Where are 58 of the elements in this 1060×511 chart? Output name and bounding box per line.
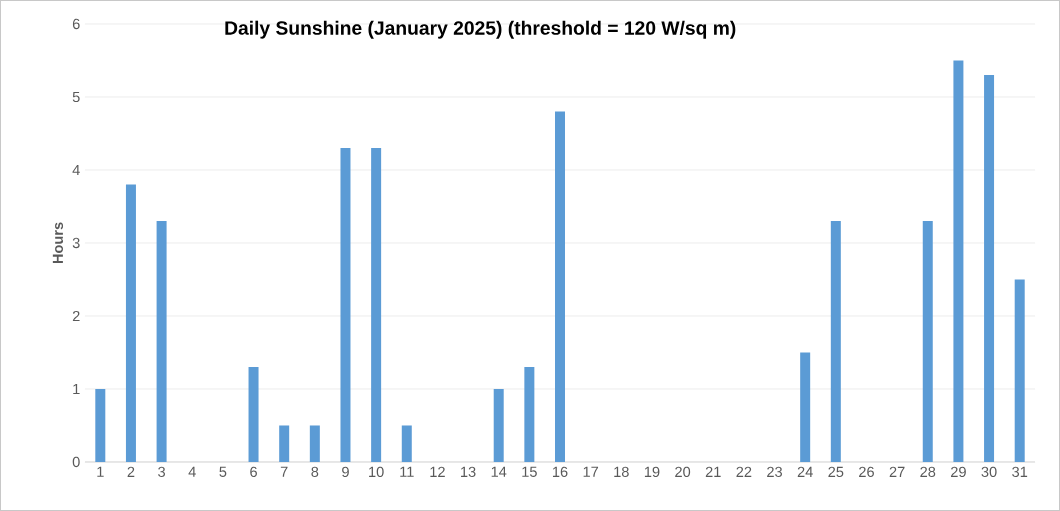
x-tick-label: 29 bbox=[951, 466, 966, 478]
x-tick-label: 11 bbox=[400, 466, 414, 477]
chart-title: Daily Sunshine (January 2025) (threshold = 120 W/sq m) bbox=[225, 20, 736, 39]
bar bbox=[125, 184, 136, 462]
x-tick-label: 7 bbox=[280, 466, 288, 477]
x-tick-label: 2 bbox=[127, 466, 135, 477]
bar bbox=[156, 221, 167, 462]
x-tick-label: 28 bbox=[920, 466, 936, 478]
y-tick-label: 2 bbox=[72, 310, 80, 322]
x-tick-label: 23 bbox=[767, 466, 783, 478]
x-tick-label: 8 bbox=[311, 466, 319, 478]
y-tick-label: 0 bbox=[72, 456, 80, 468]
bar bbox=[922, 221, 933, 462]
x-tick-label: 5 bbox=[219, 466, 227, 477]
bar bbox=[309, 425, 320, 462]
bar bbox=[95, 389, 106, 462]
bar bbox=[800, 352, 811, 462]
x-tick-label: 9 bbox=[342, 466, 349, 478]
x-tick-label: 30 bbox=[981, 466, 997, 478]
y-tick-label: 1 bbox=[73, 383, 80, 395]
x-tick-label: 15 bbox=[522, 466, 537, 477]
bar bbox=[984, 75, 995, 462]
bar bbox=[493, 389, 504, 462]
bar bbox=[524, 367, 535, 462]
y-tick-label: 3 bbox=[72, 237, 80, 249]
bar bbox=[371, 148, 382, 462]
x-tick-label: 18 bbox=[614, 466, 629, 478]
x-tick-label: 22 bbox=[736, 466, 752, 477]
bar bbox=[953, 60, 964, 462]
x-tick-label: 13 bbox=[461, 466, 476, 478]
y-tick-label: 6 bbox=[72, 18, 80, 30]
y-tick-label: 4 bbox=[72, 164, 80, 176]
x-tick-label: 12 bbox=[430, 466, 445, 477]
x-tick-label: 3 bbox=[158, 466, 166, 478]
x-tick-label: 10 bbox=[369, 466, 384, 478]
bar bbox=[279, 425, 290, 462]
x-tick-label: 24 bbox=[797, 466, 813, 477]
x-tick-label: 19 bbox=[644, 466, 660, 478]
x-tick-label: 1 bbox=[97, 466, 104, 477]
x-tick-label: 20 bbox=[675, 466, 691, 478]
bar bbox=[401, 425, 412, 462]
x-tick-label: 26 bbox=[859, 466, 874, 478]
x-tick-label: 16 bbox=[552, 466, 568, 478]
bar bbox=[1014, 279, 1025, 462]
x-tick-label: 21 bbox=[705, 466, 721, 477]
x-tick-label: 4 bbox=[188, 466, 196, 477]
x-tick-label: 17 bbox=[583, 466, 599, 477]
x-tick-label: 31 bbox=[1012, 466, 1028, 478]
x-tick-label: 6 bbox=[250, 466, 257, 478]
x-tick-label: 14 bbox=[491, 466, 507, 477]
x-tick-label: 25 bbox=[828, 466, 844, 478]
x-tick-label: 27 bbox=[889, 466, 905, 477]
bar bbox=[830, 221, 841, 462]
bar bbox=[555, 111, 565, 462]
bar bbox=[340, 148, 351, 462]
y-tick-label: 5 bbox=[72, 91, 80, 103]
bar bbox=[248, 367, 259, 462]
y-axis-title: Hours bbox=[52, 222, 64, 264]
